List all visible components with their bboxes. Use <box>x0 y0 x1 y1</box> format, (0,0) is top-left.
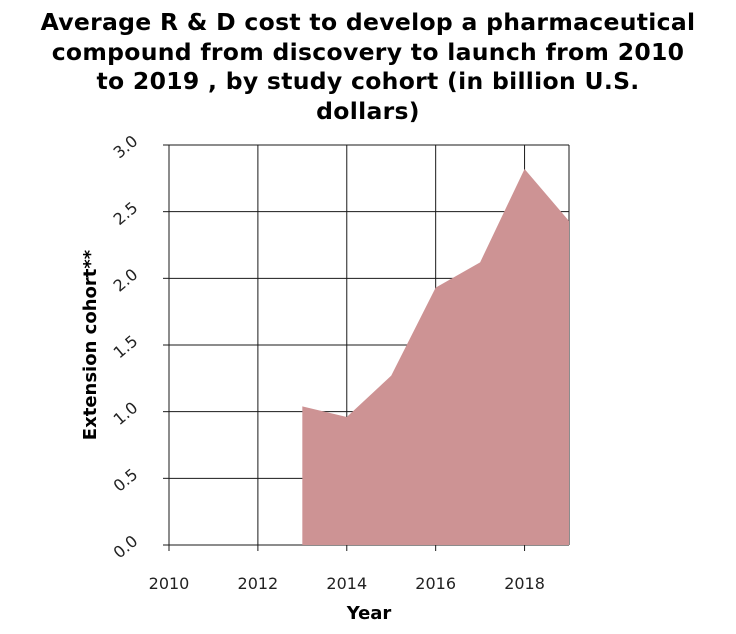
y-axis-ticks: 0.0 0.5 1.0 1.5 2.0 2.5 3.0 <box>110 131 169 562</box>
y-tick-label: 1.0 <box>110 398 142 429</box>
chart-title-line: compound from discovery to launch from 2… <box>51 37 685 66</box>
area-series <box>302 169 569 545</box>
x-tick-label: 2010 <box>149 574 190 593</box>
x-tick-label: 2012 <box>238 574 279 593</box>
x-tick-label: 2016 <box>415 574 456 593</box>
x-axis-label: Year <box>346 603 392 624</box>
chart-title-line: to 2019 , by study cohort (in billion U.… <box>96 67 640 95</box>
chart-title-line: Average R & D cost to develop a pharmace… <box>40 8 696 36</box>
x-axis-ticks: 2010 2012 2014 2016 2018 <box>149 545 545 593</box>
y-tick-label: 2.5 <box>110 198 142 229</box>
area-layer <box>302 168 570 545</box>
x-tick-label: 2018 <box>504 574 545 593</box>
y-tick-label: 2.0 <box>110 265 142 296</box>
chart-title-line: dollars) <box>316 96 420 125</box>
y-tick-label: 0.5 <box>110 465 142 496</box>
y-tick-label: 3.0 <box>110 131 142 162</box>
y-axis-label: Extension cohort** <box>80 249 101 440</box>
y-tick-label: 1.5 <box>110 331 142 362</box>
chart-title: Average R & D cost to develop a pharmace… <box>0 8 736 126</box>
y-tick-label: 0.0 <box>110 531 142 562</box>
x-tick-label: 2014 <box>326 574 367 593</box>
